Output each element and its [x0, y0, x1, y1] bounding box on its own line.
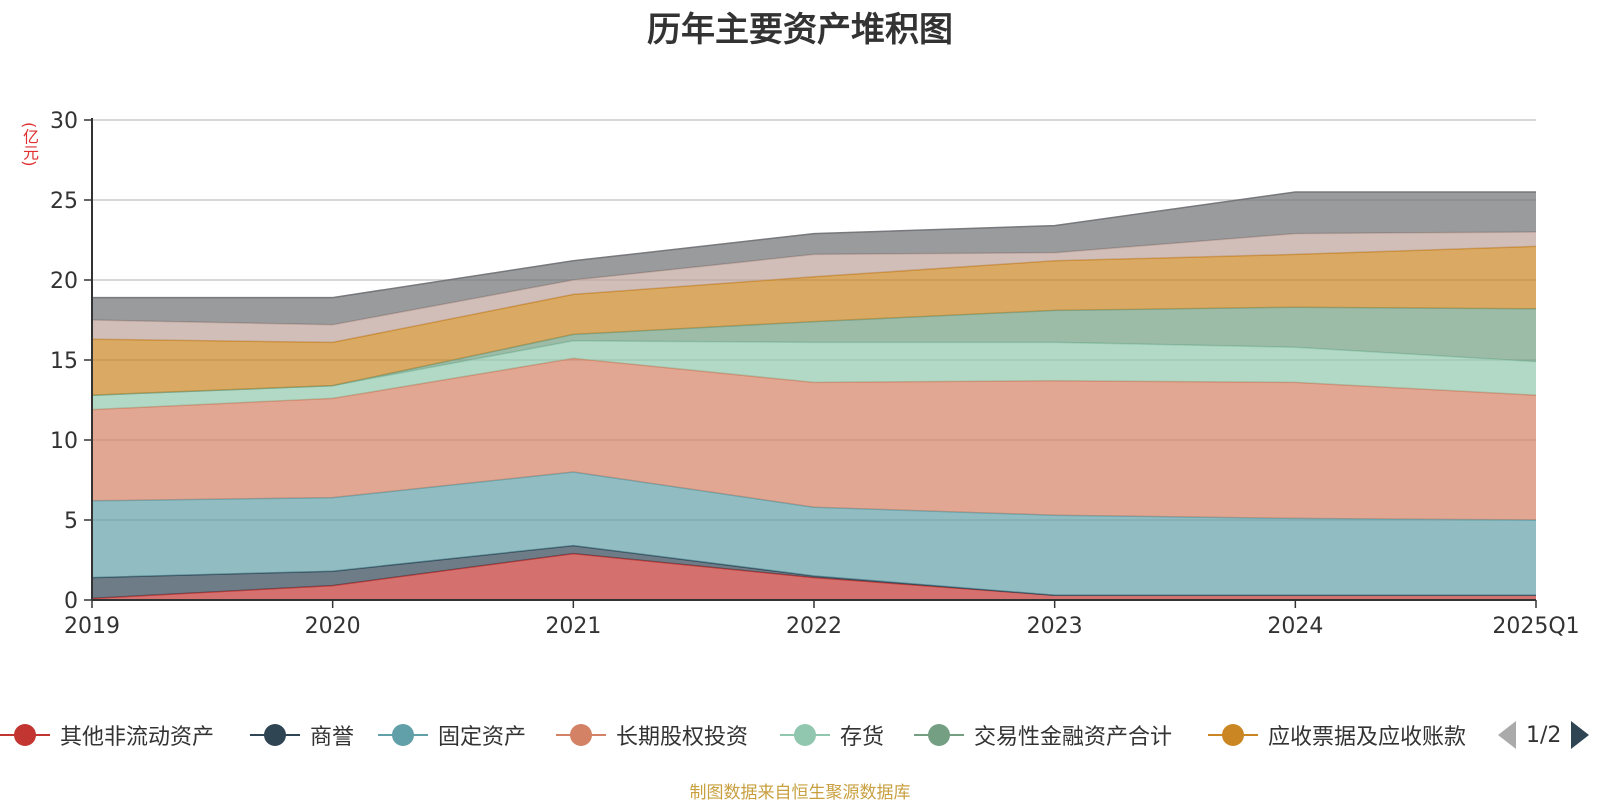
- legend-marker-icon: [250, 718, 300, 752]
- area-series-3: [92, 472, 1536, 596]
- legend-marker-icon: [0, 718, 50, 752]
- legend-item[interactable]: 长期股权投资: [556, 718, 748, 752]
- chart-title: 历年主要资产堆积图: [647, 10, 953, 50]
- y-tick-label: 0: [64, 589, 78, 614]
- area-series-7: [92, 246, 1536, 396]
- x-tick-label: 2022: [786, 614, 842, 639]
- legend-label: 其他非流动资产: [60, 725, 215, 750]
- legend-label: 长期股权投资: [616, 725, 749, 750]
- chart-plot: 0 5 10 15 20 25 30 2019 2020 2021 2022 2023 2024 2025…: [50, 109, 1580, 639]
- legend-item[interactable]: 固定资产: [378, 718, 526, 752]
- legend-marker-icon: [556, 718, 606, 752]
- legend-marker-icon: [780, 718, 830, 752]
- y-tick-label: 10: [50, 429, 78, 454]
- area-series-4: [92, 358, 1536, 520]
- source-note: 制图数据来自恒生聚源数据库: [689, 783, 911, 803]
- x-tick-label: 2019: [64, 614, 120, 639]
- legend-label: 商誉: [310, 725, 355, 750]
- x-tick-label: 2025Q1: [1492, 614, 1579, 639]
- legend-next-page-icon[interactable]: [1571, 721, 1590, 749]
- legend-page-indicator: 1/2: [1526, 722, 1562, 748]
- y-tick-label: 5: [64, 509, 78, 534]
- x-tick-label: 2021: [545, 614, 601, 639]
- legend-prev-page-icon[interactable]: [1498, 721, 1516, 749]
- area-series-8: [92, 232, 1536, 343]
- area-line-9: [92, 191, 1536, 299]
- x-tick-label: 2023: [1027, 614, 1083, 639]
- area-series-6: [92, 307, 1536, 396]
- area-series-5: [92, 340, 1536, 410]
- y-tick-label: 25: [50, 189, 78, 214]
- legend-pager: 1/2: [1498, 718, 1590, 752]
- legend-marker-icon: [914, 718, 964, 752]
- y-axis-unit-label: (亿元): [20, 122, 39, 167]
- legend-item[interactable]: 应收票据及应收账款: [1208, 718, 1466, 752]
- y-tick-label: 30: [50, 109, 78, 134]
- legend-marker-icon: [1208, 718, 1258, 752]
- legend-label: 交易性金融资产合计: [974, 725, 1173, 750]
- legend-label: 存货: [840, 725, 885, 750]
- y-tick-label: 15: [50, 349, 78, 374]
- legend-item[interactable]: 存货: [780, 718, 884, 752]
- y-tick-label: 20: [50, 269, 78, 294]
- area-series-1: [92, 553, 1536, 600]
- legend-label: 固定资产: [438, 725, 527, 750]
- legend: 其他非流动资产 商誉 固定资产 长期股权投资 存货 交易性金融资产合计 应收票据及应收账款: [0, 718, 1600, 752]
- area-series-9: [92, 192, 1536, 325]
- x-tick-label: 2020: [305, 614, 361, 639]
- legend-item[interactable]: 其他非流动资产: [0, 718, 214, 752]
- area-series: [91, 191, 1537, 600]
- legend-item[interactable]: 交易性金融资产合计: [914, 718, 1172, 752]
- legend-marker-icon: [378, 718, 428, 752]
- x-tick-label: 2024: [1267, 614, 1323, 639]
- legend-label: 应收票据及应收账款: [1268, 725, 1467, 750]
- axes: 0 5 10 15 20 25 30 2019 2020 2021 2022 2023 2024 2025…: [50, 109, 1580, 639]
- legend-item[interactable]: 商誉: [250, 718, 354, 752]
